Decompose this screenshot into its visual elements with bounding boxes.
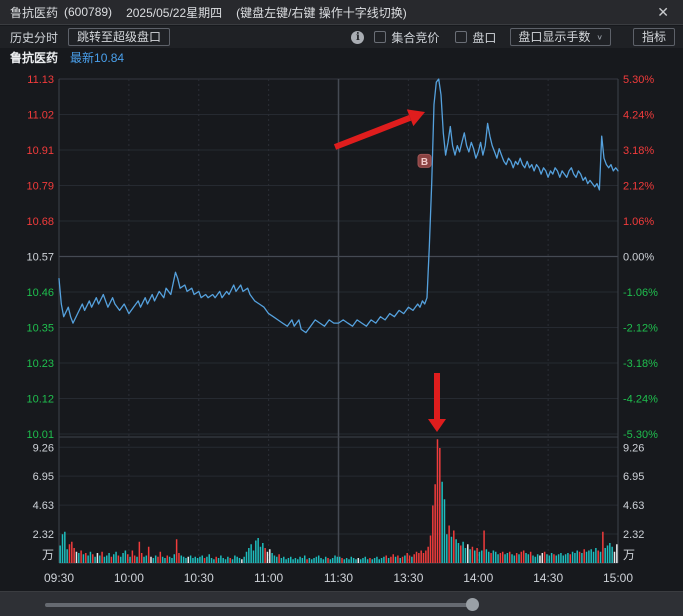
scrollbar-handle[interactable] xyxy=(466,598,479,611)
percent-axis-label: -1.06% xyxy=(623,287,658,299)
price-axis-label: 10.79 xyxy=(26,181,54,193)
time-axis-label: 13:30 xyxy=(393,571,423,585)
toolbar: 历史分时 跳转至超级盘口 i 集合竞价 盘口 盘口显示手数 ∨ 指标 xyxy=(0,26,683,48)
percent-axis-label: 3.18% xyxy=(623,145,654,157)
price-axis-label: 10.91 xyxy=(26,145,54,157)
time-axis-label: 11:00 xyxy=(254,571,283,585)
price-axis-label: 10.23 xyxy=(26,358,54,370)
volume-unit-label: 万 xyxy=(42,548,54,562)
price-axis-label: 10.68 xyxy=(26,216,54,228)
orderbook-lots-dropdown[interactable]: 盘口显示手数 ∨ xyxy=(510,28,611,46)
time-axis-label: 11:30 xyxy=(324,571,353,585)
date-label: 2025/05/22星期四 xyxy=(126,5,223,20)
volume-axis-label: 9.26 xyxy=(33,442,54,454)
percent-axis-label: 0.00% xyxy=(623,252,654,264)
latest-price: 最新10.84 xyxy=(70,51,125,65)
indicator-button[interactable]: 指标 xyxy=(632,28,675,46)
stock-code: (600789) xyxy=(64,5,113,19)
percent-axis-label: 2.12% xyxy=(623,181,654,193)
percent-axis-label: -3.18% xyxy=(623,358,658,370)
volume-bars xyxy=(59,439,618,563)
jump-super-orderbook-button[interactable]: 跳转至超级盘口 xyxy=(68,28,171,46)
keyboard-hint: (键盘左键/右键 操作十字线切换) xyxy=(236,5,407,20)
stock-name: 鲁抗医药 xyxy=(10,5,59,20)
time-axis-label: 10:30 xyxy=(184,571,214,585)
quote-row: 鲁抗医药 最新10.84 xyxy=(0,48,683,67)
intraday-chart-svg[interactable]: 11.13 5.30% 11.02 4.24% 10.91 3.18% 10.79 2.12%… xyxy=(0,67,683,591)
volume-axis-label: 2.32 xyxy=(33,529,54,541)
up-arrow-head xyxy=(406,109,425,127)
auction-checkbox-label[interactable]: 集合竞价 xyxy=(391,30,440,45)
volume-axis-label: 4.63 xyxy=(33,500,54,512)
price-axis-label: 10.57 xyxy=(26,252,54,264)
buy-marker-label: B xyxy=(421,157,428,168)
volume-axis-label: 9.26 xyxy=(623,442,644,454)
price-axis-label: 10.01 xyxy=(26,429,54,441)
quote-stock-name: 鲁抗医药 xyxy=(10,51,59,65)
time-axis-label: 10:00 xyxy=(114,571,144,585)
volume-unit-label: 万 xyxy=(623,548,635,562)
time-scrollbar xyxy=(0,591,683,616)
time-axis-label: 14:00 xyxy=(463,571,493,585)
percent-axis-label: -4.24% xyxy=(623,394,658,406)
price-line xyxy=(58,78,619,334)
price-axis-label: 11.02 xyxy=(27,110,54,122)
auction-checkbox[interactable] xyxy=(374,31,387,43)
history-timeline-label: 历史分时 xyxy=(10,30,59,45)
price-polyline xyxy=(58,78,619,334)
volume-axis-label: 6.95 xyxy=(33,471,54,483)
percent-axis-label: 1.06% xyxy=(623,216,654,228)
time-axis-label: 09:30 xyxy=(44,571,74,585)
percent-axis-label: 5.30% xyxy=(623,74,654,86)
percent-axis-label: -5.30% xyxy=(623,429,658,441)
intraday-chart[interactable]: 11.13 5.30% 11.02 4.24% 10.91 3.18% 10.79 2.12%… xyxy=(0,67,683,591)
percent-axis-label: 4.24% xyxy=(623,110,654,122)
price-axis-label: 11.13 xyxy=(27,74,54,86)
scrollbar-track[interactable] xyxy=(45,603,478,607)
buy-marker xyxy=(417,153,432,168)
volume-axis-label: 2.32 xyxy=(623,529,644,541)
time-axis-label: 14:30 xyxy=(533,571,563,585)
title-bar: 鲁抗医药 (600789) 2025/05/22星期四 (键盘左键/右键 操作十… xyxy=(0,0,683,25)
chevron-down-icon: ∨ xyxy=(596,33,603,41)
price-axis-label: 10.46 xyxy=(26,287,54,299)
orderbook-lots-dropdown-label: 盘口显示手数 xyxy=(518,30,591,44)
annotations: B xyxy=(333,109,446,432)
time-axis-label: 15:00 xyxy=(603,571,633,585)
orderbook-checkbox-label[interactable]: 盘口 xyxy=(472,30,497,45)
close-icon[interactable]: ✕ xyxy=(657,4,669,20)
percent-axis-label: -2.12% xyxy=(623,323,658,335)
chart-gridlines xyxy=(58,78,619,564)
info-icon[interactable]: i xyxy=(351,30,365,44)
price-axis-label: 10.35 xyxy=(26,323,54,335)
volume-axis-label: 4.63 xyxy=(623,500,644,512)
price-axis-label: 10.12 xyxy=(26,394,54,406)
down-arrow-head xyxy=(428,419,446,432)
volume-axis-label: 6.95 xyxy=(623,471,644,483)
up-arrow-shaft xyxy=(333,115,412,150)
orderbook-checkbox[interactable] xyxy=(455,31,468,43)
axis-labels: 11.13 5.30% 11.02 4.24% 10.91 3.18% 10.79 2.12%… xyxy=(26,74,658,585)
